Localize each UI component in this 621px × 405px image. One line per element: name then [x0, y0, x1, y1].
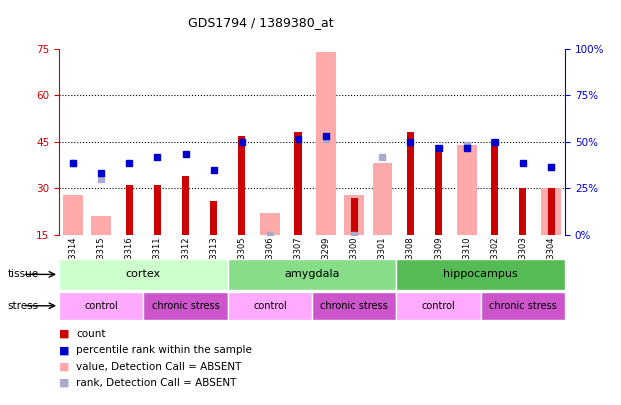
Bar — [312, 292, 396, 320]
Text: ■: ■ — [59, 345, 70, 355]
Bar — [435, 145, 442, 235]
Text: rank, Detection Call = ABSENT: rank, Detection Call = ABSENT — [76, 378, 237, 388]
Text: control: control — [84, 301, 118, 311]
Bar — [260, 213, 279, 235]
Text: control: control — [253, 301, 287, 311]
Bar — [345, 194, 364, 235]
Bar — [491, 139, 498, 235]
Bar — [63, 194, 83, 235]
Bar — [228, 292, 312, 320]
Text: chronic stress: chronic stress — [489, 301, 557, 311]
Text: chronic stress: chronic stress — [152, 301, 219, 311]
Bar — [126, 185, 133, 235]
Bar — [294, 132, 302, 235]
Text: GDS1794 / 1389380_at: GDS1794 / 1389380_at — [188, 16, 333, 29]
Bar — [457, 145, 476, 235]
Text: amygdala: amygdala — [284, 269, 340, 279]
Bar — [154, 185, 161, 235]
Text: ■: ■ — [59, 362, 70, 371]
Bar — [519, 188, 527, 235]
Bar — [59, 259, 228, 290]
Bar — [91, 216, 111, 235]
Text: control: control — [422, 301, 455, 311]
Text: chronic stress: chronic stress — [320, 301, 388, 311]
Bar — [481, 292, 565, 320]
Bar — [548, 188, 555, 235]
Bar — [59, 292, 143, 320]
Text: count: count — [76, 329, 106, 339]
Text: stress: stress — [7, 301, 39, 311]
Bar — [396, 292, 481, 320]
Text: percentile rank within the sample: percentile rank within the sample — [76, 345, 252, 355]
Bar — [373, 164, 392, 235]
Text: hippocampus: hippocampus — [443, 269, 518, 279]
Bar — [210, 201, 217, 235]
Bar — [407, 132, 414, 235]
Bar — [238, 136, 245, 235]
Bar — [143, 292, 228, 320]
Bar — [396, 259, 565, 290]
Text: cortex: cortex — [126, 269, 161, 279]
Bar — [542, 188, 561, 235]
Text: ■: ■ — [59, 378, 70, 388]
Text: ■: ■ — [59, 329, 70, 339]
Bar — [228, 259, 396, 290]
Text: value, Detection Call = ABSENT: value, Detection Call = ABSENT — [76, 362, 242, 371]
Bar — [182, 176, 189, 235]
Bar — [316, 52, 336, 235]
Text: tissue: tissue — [7, 269, 39, 279]
Bar — [351, 198, 358, 235]
